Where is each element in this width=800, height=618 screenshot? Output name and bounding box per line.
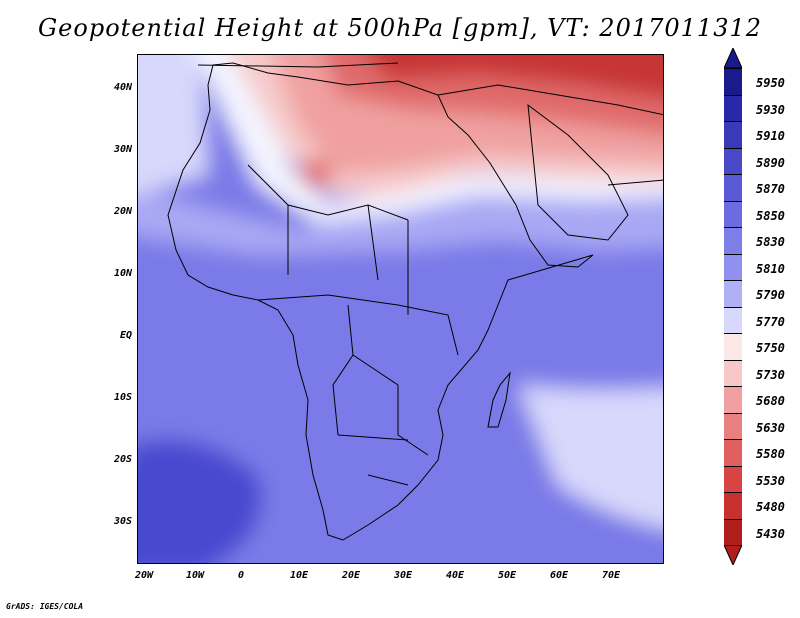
arabia-coastline xyxy=(527,103,629,241)
field-dark-red xyxy=(368,55,663,99)
colorbar-up-arrow-icon xyxy=(724,48,742,68)
colorbar-swatch xyxy=(724,518,742,545)
height-field-shading xyxy=(138,55,663,563)
colorbar-swatch xyxy=(724,306,742,333)
colorbar-swatch xyxy=(724,121,742,148)
colorbar-level-label: 5580 xyxy=(756,447,785,461)
lat-label: 20N xyxy=(113,206,132,217)
lat-label: 10N xyxy=(113,268,132,279)
europe-coastline xyxy=(197,62,399,68)
lon-label: 20E xyxy=(342,570,361,581)
colorbar-level-label: 5790 xyxy=(756,288,785,302)
lon-label: 40E xyxy=(446,570,465,581)
madagascar-coastline xyxy=(487,371,511,428)
lon-label: 70E xyxy=(602,570,621,581)
colorbar-swatch xyxy=(724,147,742,174)
colorbar-level-label: 5770 xyxy=(756,314,785,329)
colorbar-swatch xyxy=(724,280,742,307)
colorbar-swatch xyxy=(724,359,742,386)
colorbar-swatch xyxy=(724,412,742,439)
colorbar-level-label: 5430 xyxy=(756,526,785,541)
lon-label: 10E xyxy=(290,570,309,581)
field-white-band xyxy=(196,55,663,223)
geopotential-field xyxy=(138,55,663,563)
lat-label: 10S xyxy=(113,392,132,403)
map-plot-area xyxy=(137,54,664,564)
field-deep-blue-south-atlantic xyxy=(138,439,262,563)
lat-label: 20S xyxy=(113,454,132,465)
map-title: Geopotential Height at 500hPa [gpm], VT:… xyxy=(38,14,762,42)
lon-label: 20W xyxy=(135,570,154,581)
colorbar-level-label: 5630 xyxy=(756,420,785,435)
colorbar-level-label: 5830 xyxy=(756,235,785,249)
colorbar-level-label: 5530 xyxy=(756,473,785,488)
lon-label: 0 xyxy=(238,570,245,581)
africa-coastline xyxy=(167,62,594,541)
colorbar-down-arrow-icon xyxy=(724,545,742,565)
colorbar-level-label: 5870 xyxy=(756,182,785,196)
field-mid-blue xyxy=(138,236,663,563)
lat-label: 30S xyxy=(113,516,132,527)
lat-label: 40N xyxy=(113,82,132,93)
colorbar-level-label: 5730 xyxy=(756,367,785,382)
colorbar-swatch xyxy=(724,386,742,413)
lon-label: 50E xyxy=(498,570,517,581)
colorbar-swatch xyxy=(724,465,742,492)
colorbar-swatch xyxy=(724,94,742,121)
colorbar-level-label: 5680 xyxy=(756,394,785,408)
colorbar-level-label: 5890 xyxy=(756,155,785,170)
colorbar-level-label: 5850 xyxy=(756,208,785,223)
field-pale-blue-atlantic xyxy=(138,55,208,195)
colorbar-level-label: 5910 xyxy=(756,129,785,143)
field-pale-blue-indian-ocean xyxy=(518,385,663,529)
colorbar-swatch xyxy=(724,200,742,227)
lat-label: EQ xyxy=(119,330,132,341)
coastlines xyxy=(167,62,663,541)
lon-label: 30E xyxy=(394,570,413,581)
colorbar-level-label: 5950 xyxy=(756,76,785,90)
colorbar-level-label: 5930 xyxy=(756,102,785,117)
colorbar-swatch xyxy=(724,253,742,280)
india-coastline xyxy=(607,179,663,186)
lat-label: 30N xyxy=(113,144,132,155)
colorbar-level-label: 5810 xyxy=(756,261,785,276)
lon-label: 10W xyxy=(186,570,205,581)
field-saharan-low-spot xyxy=(300,159,332,187)
colorbar-level-label: 5750 xyxy=(756,341,785,355)
colorbar-swatch xyxy=(724,174,742,201)
colorbar-swatch xyxy=(724,333,742,360)
colorbar-swatch xyxy=(724,68,742,95)
credit-label: GrADS: IGES/COLA xyxy=(6,602,84,611)
colorbar-swatch xyxy=(724,439,742,466)
lon-label: 60E xyxy=(550,570,569,581)
colorbar-swatch xyxy=(724,227,742,254)
asia-coastline xyxy=(437,84,663,116)
colorbar-swatch xyxy=(724,492,742,519)
colorbar-level-label: 5480 xyxy=(756,500,785,514)
country-borders xyxy=(247,164,459,486)
